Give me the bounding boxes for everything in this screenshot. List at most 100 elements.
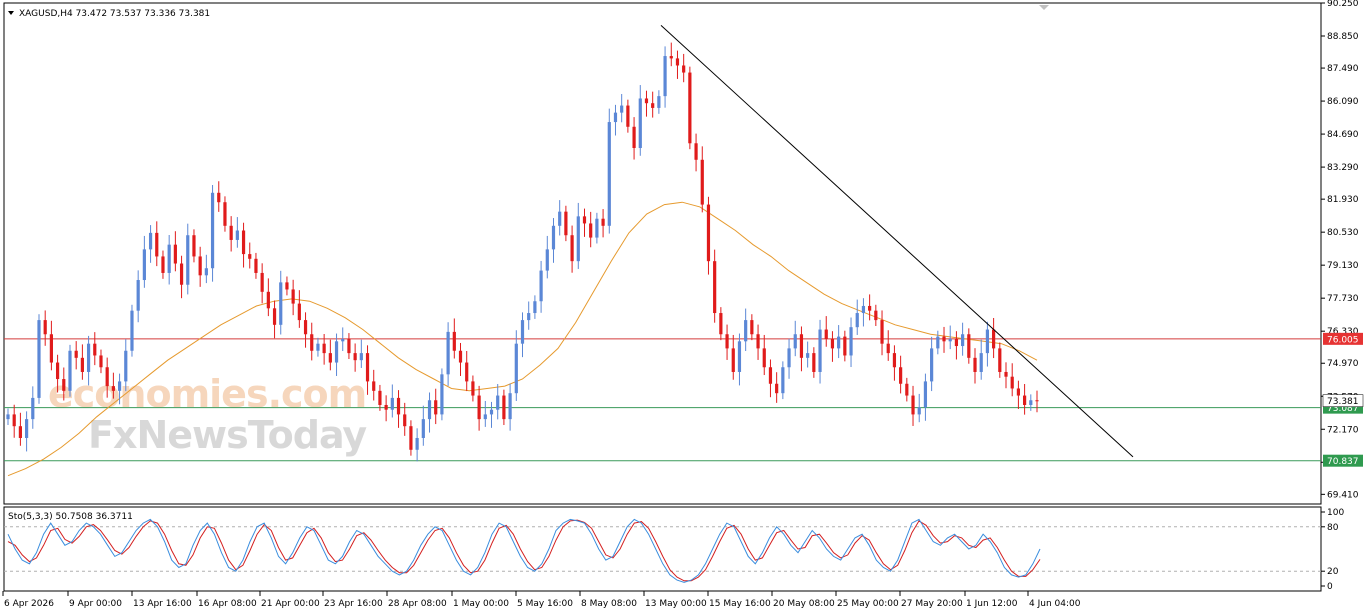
- candle-body: [539, 270, 543, 302]
- candle-body: [880, 320, 884, 344]
- candle-body: [644, 98, 649, 104]
- candle-body: [384, 404, 388, 410]
- candle-body: [316, 343, 320, 351]
- candle-body: [793, 334, 797, 349]
- time-tick-label: 6 Apr 2026: [4, 599, 54, 609]
- price-tick-label: 77.730: [1327, 294, 1359, 304]
- candle-body: [31, 397, 35, 420]
- candle-body: [570, 235, 574, 262]
- candle-body: [254, 258, 258, 273]
- candle-body: [917, 407, 921, 415]
- candle-body: [1004, 371, 1008, 377]
- stoch-tick-label: 0: [1327, 582, 1333, 592]
- candle-body: [719, 313, 723, 335]
- candle-body: [682, 65, 686, 73]
- watermark-fxnewstoday: FxNewsToday: [88, 413, 367, 457]
- time-tick-label: 28 Apr 08:00: [388, 599, 447, 609]
- triangle-down-icon[interactable]: [8, 11, 14, 15]
- candle-body: [775, 383, 779, 394]
- candle-body: [173, 244, 177, 264]
- candle-body: [669, 56, 673, 59]
- candle-body: [620, 105, 624, 113]
- candle-body: [601, 218, 605, 226]
- candle-body: [558, 211, 562, 226]
- candle-body: [979, 353, 983, 372]
- candle-body: [973, 357, 977, 372]
- price-tick-label: 74.970: [1327, 359, 1359, 369]
- candle-body: [632, 126, 636, 148]
- candle-body: [942, 336, 946, 342]
- candle-body: [24, 419, 29, 438]
- candle-body: [787, 348, 791, 368]
- candle-body: [99, 355, 103, 368]
- candle-body: [378, 390, 382, 405]
- candle-body: [105, 367, 109, 387]
- candle-body: [74, 350, 78, 358]
- candle-body: [961, 334, 965, 347]
- candle-body: [43, 320, 47, 335]
- candle-body: [341, 338, 345, 342]
- watermark-economies: economies.com: [48, 372, 366, 416]
- candle-body: [489, 409, 494, 415]
- candle-body: [998, 348, 1002, 372]
- candle-body: [322, 343, 326, 354]
- price-tags: 76.005 73.087 70.837 73.381: [1322, 332, 1364, 467]
- candle-body: [781, 367, 785, 394]
- candle-body: [744, 320, 748, 342]
- candle-body: [266, 291, 270, 309]
- stochastic-label: Sto(5,3,3) 50.7508 36.3711: [8, 512, 133, 522]
- candle-body: [1016, 388, 1021, 396]
- candle-body: [613, 112, 618, 123]
- candle-body: [892, 353, 897, 368]
- candle-body: [725, 334, 729, 349]
- time-tick-label: 1 May 00:00: [453, 599, 509, 609]
- candle-body: [576, 216, 580, 262]
- candle-body: [328, 353, 332, 363]
- candle-body: [272, 308, 277, 325]
- candle-body: [837, 336, 841, 349]
- main-chart-panel[interactable]: [3, 2, 1322, 505]
- candle-body: [638, 98, 642, 148]
- candle-body: [762, 348, 766, 368]
- candle-body: [415, 437, 419, 450]
- candle-body: [80, 357, 84, 372]
- stochastic-panel[interactable]: [3, 506, 1322, 592]
- symbol-info: XAGUSD,H4 73.472 73.537 73.336 73.381: [19, 9, 210, 19]
- candle-body: [18, 426, 22, 438]
- candle-body: [297, 303, 301, 321]
- price-tick-label: 86.090: [1327, 97, 1359, 107]
- chart-shift-marker-icon[interactable]: [1039, 5, 1049, 10]
- candlesticks: [6, 42, 1039, 462]
- moving-average-line: [7, 201, 1038, 477]
- time-tick-label: 5 May 16:00: [517, 599, 573, 609]
- candle-body: [303, 320, 308, 335]
- candle-body: [142, 249, 146, 281]
- time-tick-label: 25 May 00:00: [837, 599, 899, 609]
- candle-body: [210, 192, 215, 269]
- time-tick-label: 21 Apr 00:00: [261, 599, 320, 609]
- candle-body: [452, 331, 456, 351]
- candle-body: [595, 218, 599, 238]
- candle-body: [843, 336, 847, 356]
- candle-body: [905, 383, 909, 396]
- candle-body: [347, 338, 351, 354]
- candle-body: [818, 329, 822, 372]
- candle-body: [248, 254, 252, 259]
- price-tick-label: 81.930: [1327, 195, 1359, 205]
- candle-body: [353, 353, 357, 361]
- stoch-tick-label: 20: [1327, 567, 1339, 577]
- candle-body: [520, 320, 525, 344]
- price-tick-label: 83.290: [1327, 163, 1359, 173]
- candle-body: [465, 362, 469, 382]
- candle-body: [192, 235, 196, 257]
- price-tick-label: 87.490: [1327, 64, 1359, 74]
- candle-body: [117, 381, 122, 391]
- candle-body: [799, 334, 804, 358]
- stochastic-lines: [7, 518, 1041, 583]
- trendline-group[interactable]: [660, 25, 1134, 458]
- candle-body: [477, 395, 481, 420]
- candle-body: [372, 381, 376, 391]
- candle-body: [967, 334, 971, 358]
- candle-body: [440, 374, 444, 415]
